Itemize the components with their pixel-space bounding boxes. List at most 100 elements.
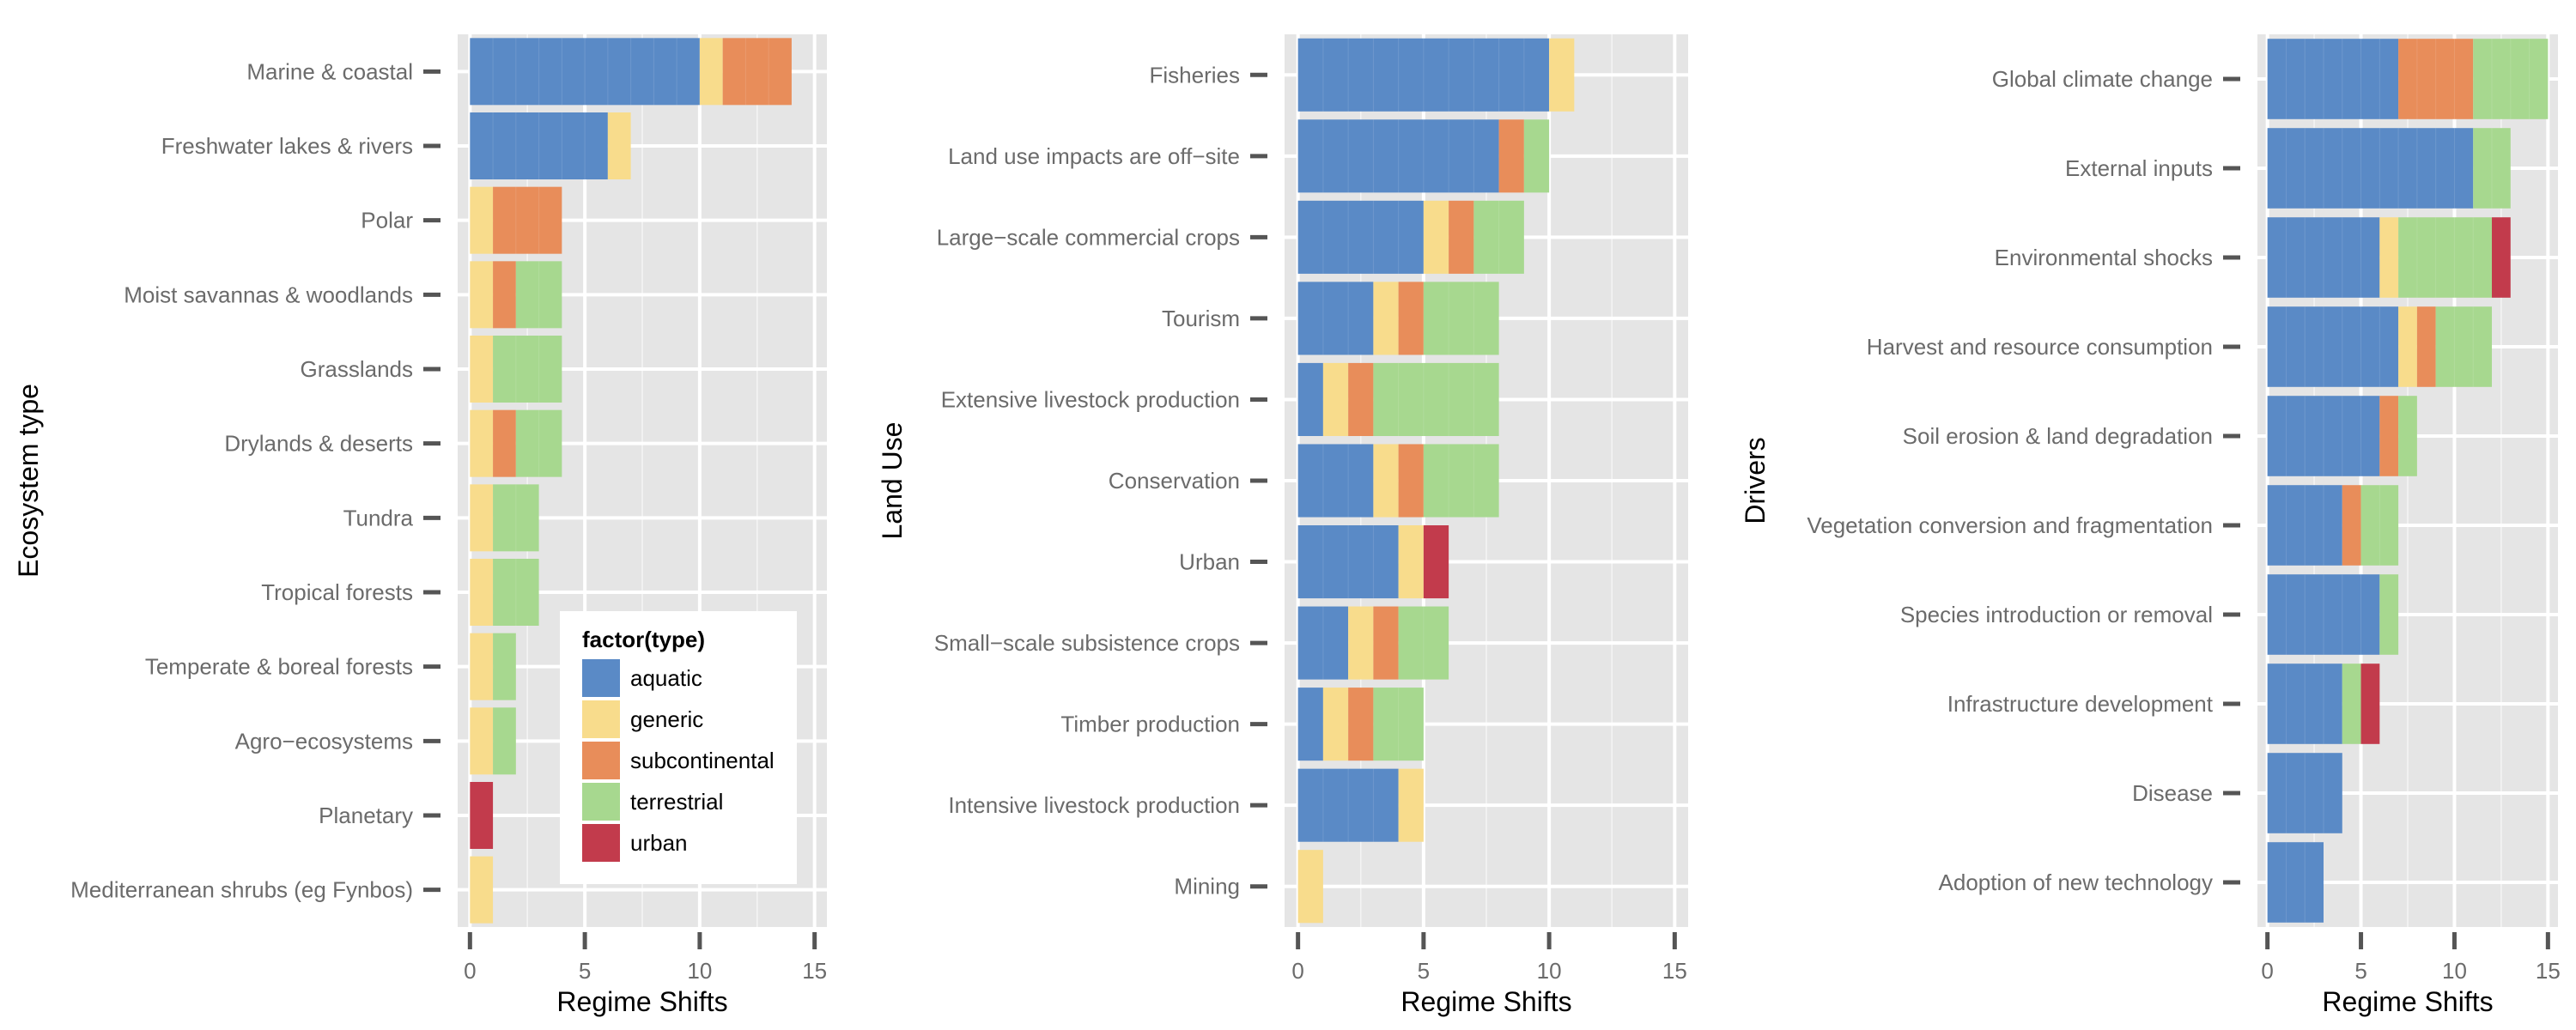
y-tick-label: Global climate change [1992,66,2213,92]
bar-grasslands-terrestrial [493,336,562,403]
y-tick-label: Harvest and resource consumption [1867,334,2213,360]
bar-urban-generic [1398,525,1424,599]
bar-harvest-and-resource-consumption-aquatic [2267,306,2399,387]
y-tick-label: Urban [1179,549,1240,575]
y-axis-title: Land Use [877,422,908,540]
y-tick-label: Disease [2132,780,2213,806]
bar-large-scale-commercial-crops-generic [1423,200,1449,274]
bar-tropical-forests-generic [470,559,494,626]
legend-key-urban [582,824,620,862]
bar-environmental-shocks-aquatic [2267,217,2380,298]
y-tick-label: Mining [1174,874,1240,900]
bar-conservation-aquatic [1297,444,1374,518]
y-tick-label: Tundra [343,505,414,530]
x-tick-label: 0 [1291,958,1303,984]
bar-infrastructure-development-urban [2360,663,2380,744]
bar-temperate-boreal-forests-terrestrial [493,633,516,700]
y-axis-title: Ecosystem type [13,384,44,578]
y-tick-label: Conservation [1109,468,1240,494]
bar-extensive-livestock-production-aquatic [1297,362,1323,436]
bar-small-scale-subsistence-crops-terrestrial [1398,606,1449,680]
bar-global-climate-change-terrestrial [2473,39,2549,119]
bar-tropical-forests-terrestrial [493,559,539,626]
bar-global-climate-change-subcontinental [2398,39,2474,119]
y-tick-label: Environmental shocks [1995,245,2213,270]
bar-environmental-shocks-generic [2379,217,2399,298]
x-axis-title: Regime Shifts [556,986,727,1017]
x-axis-title: Regime Shifts [2322,986,2493,1017]
x-tick-label: 10 [1537,958,1562,984]
bar-harvest-and-resource-consumption-generic [2398,306,2417,387]
bar-grasslands-generic [470,336,494,403]
bar-planetary-urban [470,782,494,849]
y-tick-label: Vegetation conversion and fragmentation [1807,512,2213,538]
y-tick-label: Freshwater lakes & rivers [161,133,413,159]
bar-conservation-subcontinental [1398,444,1424,518]
bar-land-use-impacts-are-off-site-subcontinental [1498,119,1524,193]
bar-harvest-and-resource-consumption-terrestrial [2435,306,2493,387]
bar-large-scale-commercial-crops-terrestrial [1473,200,1524,274]
bar-disease-aquatic [2267,753,2342,833]
bar-timber-production-terrestrial [1373,688,1424,761]
bar-urban-urban [1423,525,1449,599]
y-tick-label: Soil erosion & land degradation [1903,423,2213,449]
bar-fisheries-aquatic [1297,38,1550,112]
y-tick-label: Agro−ecosystems [235,728,413,754]
bar-global-climate-change-aquatic [2267,39,2399,119]
bar-large-scale-commercial-crops-aquatic [1297,200,1424,274]
bar-soil-erosion-land-degradation-aquatic [2267,396,2380,476]
bar-fisheries-generic [1549,38,1575,112]
bar-small-scale-subsistence-crops-subcontinental [1373,606,1399,680]
bar-external-inputs-aquatic [2267,128,2474,209]
bar-infrastructure-development-aquatic [2267,663,2342,744]
x-tick-label: 15 [1662,958,1687,984]
chart-panel-1: Marine & coastal Freshwater lakes & river… [13,34,827,1017]
bar-marine-coastal-generic [699,38,723,106]
legend-title: factor(type) [582,627,705,652]
y-tick-label: Polar [361,208,413,233]
y-tick-label: Planetary [319,803,413,828]
bar-moist-savannas-woodlands-generic [470,261,494,329]
y-tick-label: Intensive livestock production [948,792,1240,818]
bar-tourism-aquatic [1297,282,1374,355]
bar-harvest-and-resource-consumption-subcontinental [2416,306,2436,387]
x-axis-title: Regime Shifts [1400,986,1571,1017]
bar-soil-erosion-land-degradation-subcontinental [2379,396,2399,476]
chart-panel-3: Global climate change External inputs Envi… [1740,34,2561,1017]
bar-extensive-livestock-production-generic [1322,362,1349,436]
y-tick-label: Mediterranean shrubs (eg Fynbos) [70,877,413,903]
bar-temperate-boreal-forests-generic [470,633,494,700]
bar-agro-ecosystems-generic [470,707,494,775]
y-tick-label: Tropical forests [261,579,413,605]
bar-polar-subcontinental [493,186,562,254]
bar-species-introduction-or-removal-terrestrial [2379,574,2399,655]
y-tick-label: Species introduction or removal [1900,602,2213,627]
y-tick-label: Infrastructure development [1947,691,2214,717]
bar-tourism-terrestrial [1423,282,1499,355]
x-tick-label: 0 [464,958,476,984]
x-tick-label: 5 [2354,958,2366,984]
y-tick-label: Temperate & boreal forests [145,654,413,680]
bar-adoption-of-new-technology-aquatic [2267,842,2324,923]
bar-moist-savannas-woodlands-terrestrial [515,261,562,329]
bar-species-introduction-or-removal-aquatic [2267,574,2380,655]
y-tick-label: Tourism [1162,306,1240,331]
bar-extensive-livestock-production-subcontinental [1348,362,1374,436]
bar-external-inputs-terrestrial [2473,128,2511,209]
x-tick-label: 10 [2442,958,2467,984]
bar-freshwater-lakes-rivers-generic [607,112,631,179]
bar-timber-production-generic [1322,688,1349,761]
legend-key-subcontinental [582,742,620,779]
legend-key-terrestrial [582,783,620,821]
bar-land-use-impacts-are-off-site-terrestrial [1523,119,1550,193]
legend: factor(type) aquatic generic subcontinental… [560,611,797,884]
x-tick-label: 0 [2261,958,2273,984]
y-tick-label: Adoption of new technology [1939,869,2213,895]
bar-mining-generic [1297,850,1323,924]
x-tick-label: 15 [2536,958,2561,984]
legend-label-generic: generic [630,706,703,732]
bar-small-scale-subsistence-crops-aquatic [1297,606,1349,680]
bar-timber-production-subcontinental [1348,688,1374,761]
bar-tourism-subcontinental [1398,282,1424,355]
